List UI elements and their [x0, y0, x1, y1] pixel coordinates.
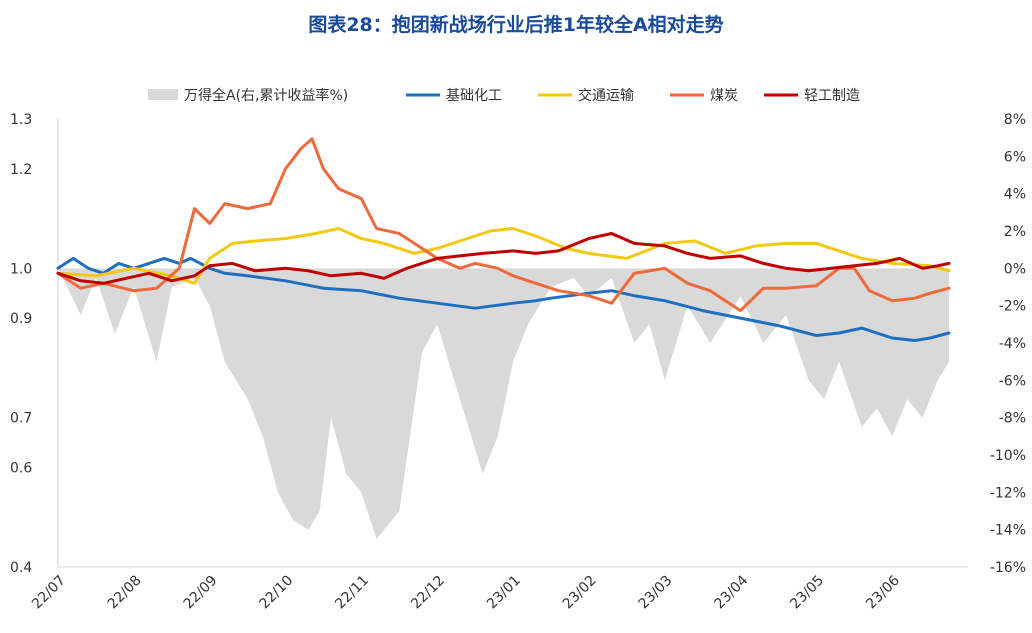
x-tick-label: 22/11: [332, 573, 372, 613]
legend-swatch-area: [148, 89, 178, 100]
x-tick-label: 23/06: [863, 572, 903, 612]
x-tick-label: 23/03: [636, 573, 676, 613]
y-left-tick-label: 0.7: [10, 411, 32, 427]
y-right-tick-label: -6%: [999, 373, 1026, 389]
series-line-1: [56, 256, 951, 342]
y-right-tick-label: -2%: [999, 299, 1026, 315]
y-right-tick-label: -16%: [990, 560, 1026, 576]
y-right-tick-label: -10%: [990, 448, 1026, 464]
x-tick-label: 22/08: [105, 573, 145, 613]
x-tick-label: 23/04: [711, 572, 751, 612]
legend-label: 万得全A(右,累计收益率%): [184, 87, 348, 104]
series-line-4: [56, 232, 951, 285]
series-line-3: [56, 137, 951, 313]
legend: 万得全A(右,累计收益率%) 基础化工 交通运输 煤炭 轻工制造: [148, 87, 860, 104]
y-right-tick-label: 8%: [1004, 112, 1026, 128]
y-right-tick-label: 2%: [1004, 224, 1026, 240]
legend-label: 交通运输: [578, 87, 634, 104]
y-left-tick-label: 1.3: [10, 112, 32, 128]
y-left-tick-label: 0.6: [10, 460, 32, 476]
legend-label: 煤炭: [710, 88, 738, 104]
y-right-tick-label: -12%: [990, 485, 1026, 501]
y-left-tick-label: 0.9: [10, 311, 32, 327]
chart-title: 图表28：抱团新战场行业后推1年较全A相对走势: [308, 14, 724, 36]
y-left-tick-label: 1.2: [10, 162, 32, 178]
y-right-tick-label: 6%: [1004, 149, 1026, 165]
x-tick-label: 22/12: [408, 573, 448, 613]
plot-area: [56, 119, 968, 568]
y-axis-left: 1.3 1.2 1.0 0.9 0.7 0.6 0.4: [10, 112, 32, 576]
x-tick-label: 23/02: [560, 573, 600, 613]
y-right-tick-label: 0%: [1004, 261, 1026, 277]
y-left-tick-label: 1.0: [10, 261, 32, 277]
x-tick-label: 22/10: [256, 573, 296, 613]
x-axis: 22/07 22/08 22/09 22/10 22/11 22/12 23/01 23/02…: [29, 572, 903, 612]
y-right-tick-label: -4%: [999, 336, 1026, 352]
y-axis-right: 8% 6% 4% 2% 0% -2% -4% -6% -8% -10% -12% -14% -16%: [990, 112, 1026, 576]
y-right-tick-label: -8%: [999, 411, 1026, 427]
x-tick-label: 23/05: [787, 573, 827, 613]
legend-label: 轻工制造: [804, 88, 860, 104]
legend-label: 基础化工: [446, 87, 502, 104]
series-line-2: [56, 227, 951, 285]
y-right-tick-label: 4%: [1004, 187, 1026, 203]
x-tick-label: 23/01: [484, 573, 524, 613]
area-wind-all-a: [58, 268, 949, 539]
y-left-tick-label: 0.4: [10, 560, 32, 576]
x-tick-label: 22/09: [181, 573, 221, 613]
y-right-tick-label: -14%: [990, 523, 1026, 539]
x-tick-label: 22/07: [29, 573, 69, 613]
